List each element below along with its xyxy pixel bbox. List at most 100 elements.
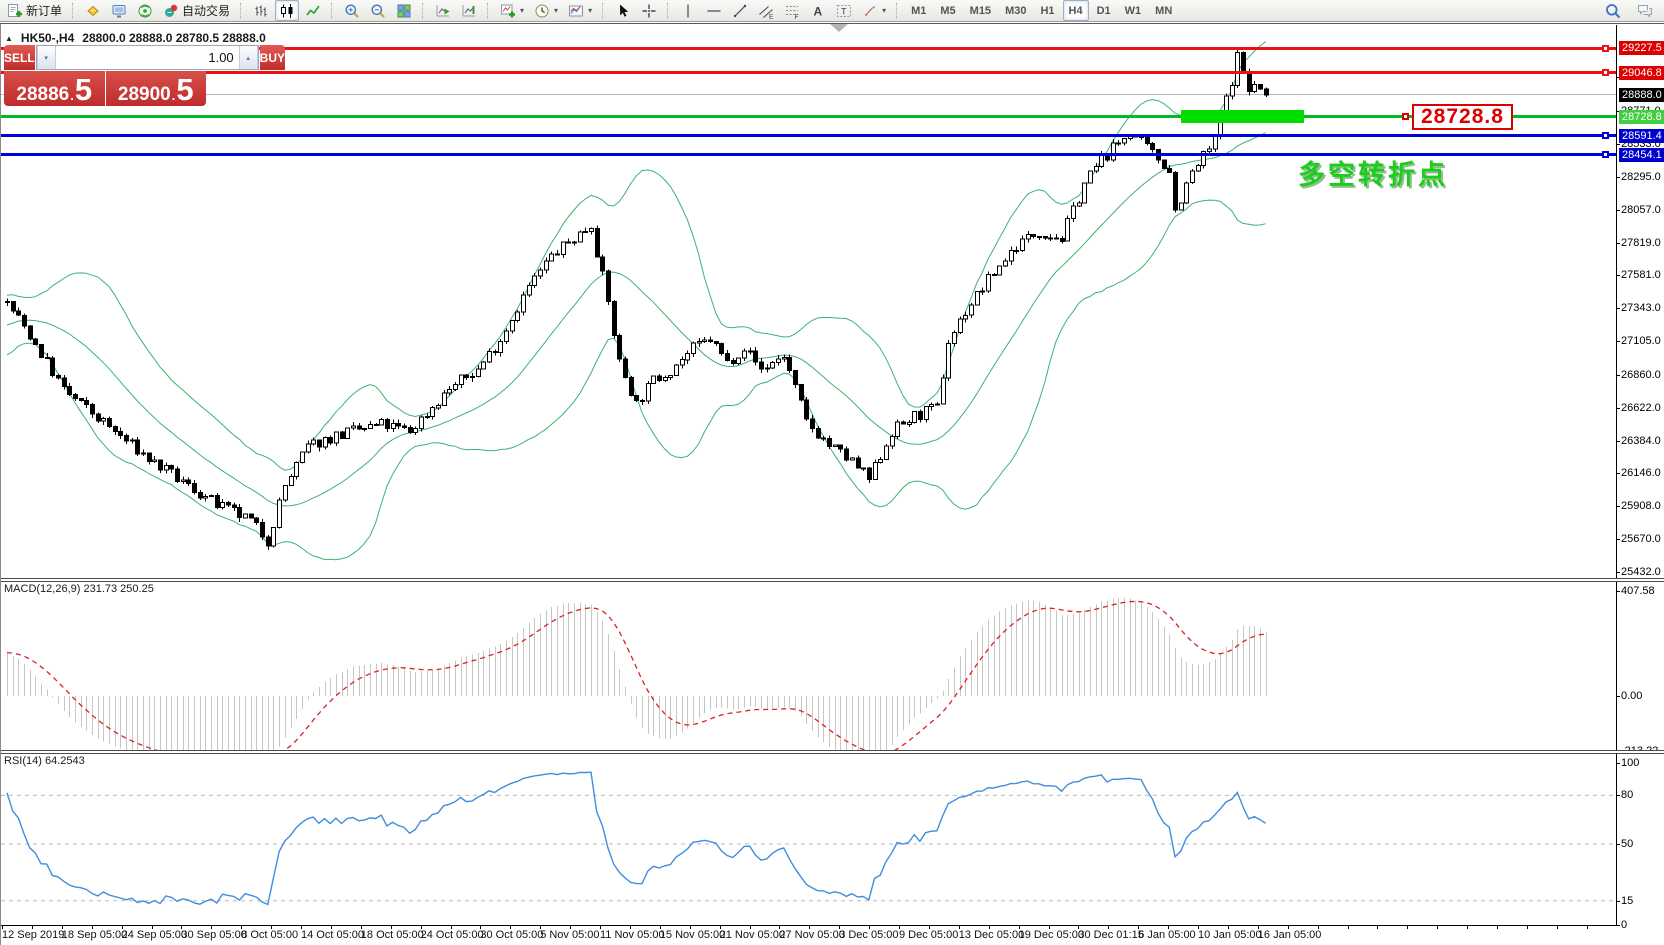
- rsi-axis-tick: [1616, 925, 1620, 926]
- price-line-28591.4[interactable]: [0, 134, 1616, 138]
- macd-chart[interactable]: [1, 581, 1616, 762]
- autotrading-button[interactable]: 自动交易: [159, 0, 234, 21]
- price-axis-tick: [1616, 143, 1620, 145]
- time-axis-label: 30 Sep 05:00: [181, 929, 247, 941]
- vertical-line-button[interactable]: [676, 0, 700, 21]
- line-chart-button[interactable]: [301, 0, 325, 21]
- rsi-chart[interactable]: [1, 753, 1616, 925]
- text-label-button[interactable]: T: [832, 0, 856, 21]
- time-axis-tick: [1347, 925, 1349, 929]
- text-button[interactable]: A: [806, 0, 830, 21]
- time-axis-tick: [330, 925, 332, 929]
- timeframe-w1[interactable]: W1: [1124, 4, 1142, 17]
- time-axis-tick: [839, 925, 841, 929]
- price-line-28454.1[interactable]: [0, 153, 1616, 157]
- tile-windows-button[interactable]: [392, 0, 416, 21]
- timeframe-m15[interactable]: M15: [969, 4, 992, 17]
- toolbar-separator: [422, 2, 427, 19]
- horizontal-line-button[interactable]: [702, 0, 726, 21]
- price-axis-label: 28888.0: [1619, 87, 1664, 102]
- new-order-button-label: 新订单: [26, 4, 63, 18]
- time-axis-tick: [1257, 925, 1259, 929]
- time-axis-tick: [1048, 925, 1050, 929]
- time-axis-line: [0, 925, 1616, 926]
- terminal-button[interactable]: [107, 0, 131, 21]
- price-line-28728.8[interactable]: [0, 115, 1616, 119]
- timeframe-m30[interactable]: M30: [1005, 4, 1027, 17]
- fibonacci-button[interactable]: F: [780, 0, 804, 21]
- time-axis-tick: [1138, 925, 1140, 929]
- price-axis-label: 28454.1: [1619, 147, 1664, 162]
- sell-price-main: 28886: [16, 84, 70, 105]
- quotes-button[interactable]: [81, 0, 105, 21]
- price-chart[interactable]: [1, 25, 1616, 578]
- price-line-anchor: [1602, 151, 1609, 159]
- chart-annotation[interactable]: 多空转折点: [1298, 160, 1448, 190]
- time-axis-tick: [1108, 925, 1110, 929]
- rsi-axis-value: 80: [1621, 789, 1634, 802]
- candlestick-chart-button[interactable]: [275, 0, 300, 21]
- highlight-rectangle[interactable]: [1181, 110, 1304, 124]
- timeframe-m1[interactable]: M1: [911, 4, 927, 17]
- bar-chart-button[interactable]: [249, 0, 273, 21]
- time-axis-label: 11 Nov 05:00: [600, 929, 665, 941]
- dropdown-caret-icon: ▾: [554, 6, 559, 15]
- chart-shift-button[interactable]: [457, 0, 481, 21]
- clock-icon: [535, 4, 549, 17]
- buy-button[interactable]: BUY: [259, 45, 286, 70]
- price-axis-tick: [1616, 440, 1620, 442]
- time-axis-tick: [1317, 925, 1319, 929]
- price-line-29227.5[interactable]: [0, 46, 1616, 50]
- volume-increase-button[interactable]: ▴: [238, 46, 258, 69]
- price-axis-label: 28591.4: [1619, 128, 1664, 143]
- new-order-button[interactable]: 新订单: [3, 0, 66, 21]
- price-axis-tick: [1616, 374, 1620, 376]
- rsi-axis-tick: [1616, 844, 1620, 845]
- timeframe-h1[interactable]: H1: [1040, 4, 1055, 17]
- price-axis-value: 27581.0: [1621, 269, 1661, 282]
- timeframe-mn[interactable]: MN: [1155, 4, 1173, 17]
- time-axis-label: 18 Oct 05:00: [360, 929, 424, 941]
- panel-separator-rsi[interactable]: [0, 750, 1664, 754]
- time-axis-label: 18 Sep 05:00: [61, 929, 128, 941]
- time-axis-label: 15 Nov 05:00: [659, 929, 726, 941]
- volume-decrease-button[interactable]: ▾: [36, 46, 56, 69]
- cursor-button[interactable]: [611, 0, 635, 21]
- zoom-out-button[interactable]: [366, 0, 390, 21]
- community-chat-button[interactable]: [1633, 0, 1657, 21]
- equidistant-channel-button[interactable]: E: [754, 0, 778, 21]
- periods-button[interactable]: ▾: [530, 0, 562, 21]
- arrows-button[interactable]: ▾: [858, 0, 890, 21]
- autotrading-icon: [165, 4, 178, 17]
- buy-price[interactable]: 28900. 5: [105, 71, 206, 106]
- volume-input[interactable]: [55, 46, 239, 69]
- indicators-button[interactable]: ▾: [496, 0, 528, 21]
- timeframe-h4[interactable]: H4: [1062, 0, 1089, 21]
- chart-window: ▲ HK50-,H4 28800.0 28888.0 28780.5 28888…: [0, 23, 1664, 945]
- panel-collapse-icon[interactable]: ▲: [5, 33, 13, 43]
- crosshair-button[interactable]: [637, 0, 661, 21]
- search-button[interactable]: [1601, 0, 1625, 21]
- time-axis-tick: [988, 925, 990, 929]
- price-axis[interactable]: [1617, 24, 1664, 945]
- sell-price-frac: 5: [74, 72, 93, 107]
- macd-axis-value: 0.00: [1621, 690, 1643, 702]
- price-callout[interactable]: 28728.8: [1412, 103, 1513, 130]
- timeframe-m5[interactable]: M5: [940, 4, 956, 17]
- panel-separator-macd[interactable]: [0, 578, 1664, 582]
- toolbar-separator: [72, 2, 77, 19]
- price-line-29046.8[interactable]: [0, 71, 1616, 75]
- trendline-button[interactable]: [728, 0, 752, 21]
- zoom-in-button[interactable]: [340, 0, 364, 21]
- rsi-axis-tick: [1616, 795, 1620, 797]
- news-button[interactable]: [133, 0, 157, 21]
- templates-button[interactable]: ▾: [564, 0, 596, 21]
- auto-scroll-button[interactable]: [431, 0, 455, 21]
- indicators-icon: [501, 4, 516, 17]
- time-axis-tick: [1497, 925, 1498, 929]
- svg-text:T: T: [841, 6, 847, 16]
- sell-button[interactable]: SELL: [4, 45, 35, 70]
- sell-price[interactable]: 28886. 5: [4, 71, 105, 106]
- price-axis-value: 26622.0: [1621, 401, 1661, 414]
- timeframe-d1[interactable]: D1: [1096, 4, 1111, 17]
